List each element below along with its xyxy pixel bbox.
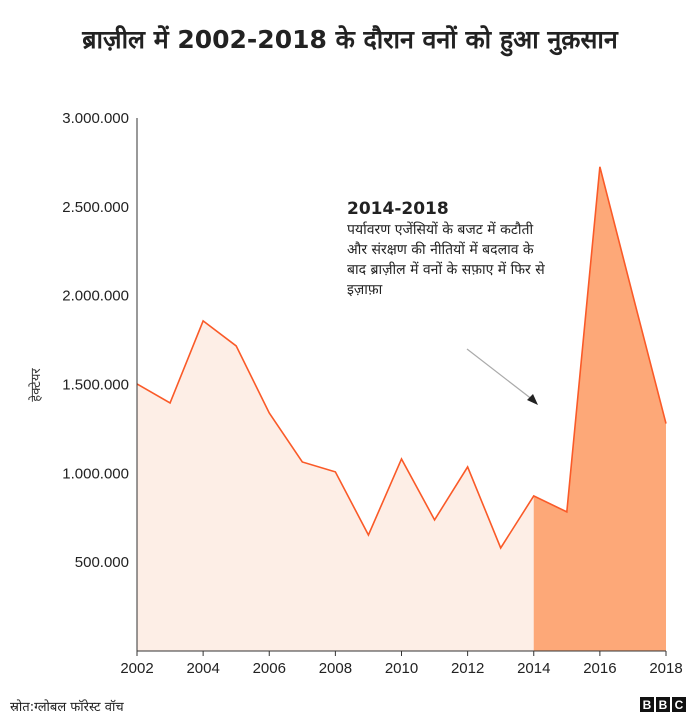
x-tick-label: 2018: [649, 660, 682, 677]
y-tick-label: 2.000.000: [62, 288, 129, 305]
x-tick-label: 2014: [517, 660, 550, 677]
annotation-heading: 2014-2018: [347, 199, 449, 219]
x-tick-label: 2010: [385, 660, 418, 677]
y-tick-label: 1.000.000: [62, 465, 129, 482]
y-axis-label: हेक्टेयर: [28, 368, 43, 402]
annotation-text: पर्यावरण एजेंसियों के बजट में कटौती और स…: [347, 222, 545, 298]
annotation-arrow-head: [527, 394, 538, 405]
x-tick-label: 2004: [186, 660, 219, 677]
annotation: 2014-2018 पर्यावरण एजेंसियों के बजट में …: [347, 198, 557, 300]
x-tick-label: 2008: [319, 660, 352, 677]
y-tick-label: 2.500.000: [62, 199, 129, 216]
annotation-arrow-line: [466, 348, 534, 401]
x-tick-label: 2002: [120, 660, 153, 677]
y-tick-label: 500.000: [75, 554, 129, 571]
x-tick-label: 2012: [451, 660, 484, 677]
x-tick-label: 2006: [253, 660, 286, 677]
y-tick-label: 3.000.000: [62, 110, 129, 127]
x-tick-label: 2016: [583, 660, 616, 677]
highlight-area: [533, 166, 666, 651]
chart-title: ब्राज़ील में 2002-2018 के दौरान वनों को …: [82, 25, 618, 54]
source-note: स्रोत:ग्लोबल फॉरेस्ट वॉच: [10, 700, 124, 715]
y-tick-label: 1.500.000: [62, 377, 129, 394]
